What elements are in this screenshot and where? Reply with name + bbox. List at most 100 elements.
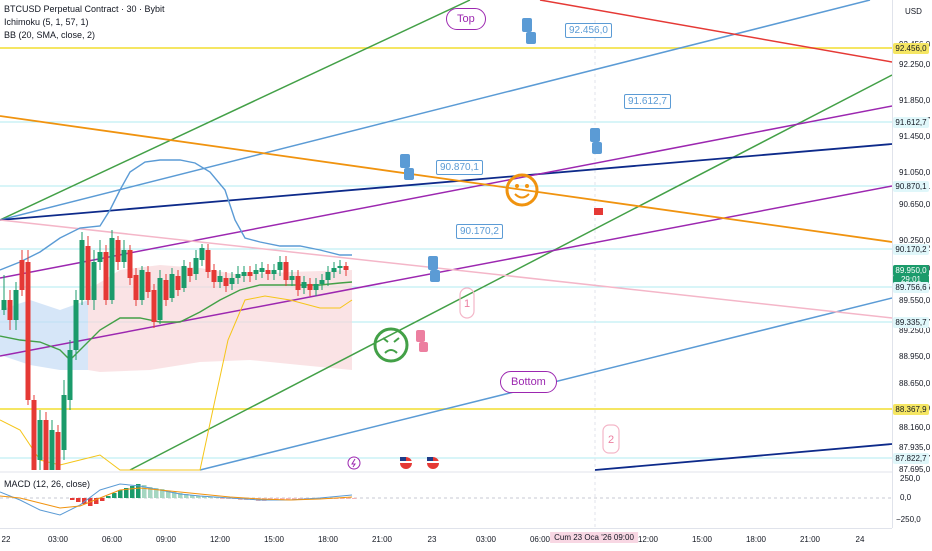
smiley-emoji-icon	[505, 173, 539, 207]
macd-histogram-bar	[142, 485, 147, 498]
macd-histogram-bar	[208, 497, 213, 498]
time-axis-label: Cum 23 Oca '26 09:00	[550, 532, 638, 543]
candle-body	[241, 272, 247, 276]
macd-histogram-bar	[202, 496, 207, 498]
macd-histogram-bar	[184, 494, 189, 498]
candle-body	[103, 252, 109, 300]
symbol-legend[interactable]: BTCUSD Perpetual Contract · 30 · Bybit	[4, 4, 165, 14]
macd-histogram-bar	[148, 487, 153, 498]
price-callout-4[interactable]: 90.170,2	[456, 224, 503, 239]
top-annotation[interactable]: Top	[446, 8, 486, 30]
ichimoku-legend[interactable]: Ichimoku (5, 1, 57, 1)	[4, 17, 89, 27]
main-chart[interactable]: 1 2	[0, 0, 892, 528]
macd-histogram-bar	[352, 498, 357, 499]
time-axis-label: 06:00	[529, 535, 551, 544]
candle-body	[79, 240, 85, 300]
purple-trendline-upper	[0, 105, 892, 279]
price-axis-label: 88.160,0	[899, 423, 931, 432]
candle-body	[307, 284, 313, 290]
time-axis-label: 22	[1, 535, 11, 544]
macd-histogram-bar	[286, 498, 291, 500]
candle-body	[229, 278, 235, 284]
time-axis-label: 18:00	[317, 535, 339, 544]
candle-body	[61, 395, 67, 450]
candle-body	[7, 300, 13, 320]
candle-body	[91, 262, 97, 300]
price-axis-label: 88.950,0	[899, 352, 931, 361]
price-axis-label: 90.250,0	[899, 236, 931, 245]
macd-histogram-bar	[274, 498, 279, 500]
candle-body	[337, 266, 343, 268]
candle-body	[187, 268, 193, 276]
time-axis-label: 09:00	[155, 535, 177, 544]
macd-histogram-bar	[190, 495, 195, 498]
wave-2-marker	[602, 424, 620, 454]
currency-label: USD	[905, 7, 922, 16]
candle-body	[205, 250, 211, 272]
navy-trendline-lower	[594, 443, 892, 471]
bottom-annotation[interactable]: Bottom	[500, 371, 557, 393]
candle-body	[85, 246, 91, 300]
price-axis-label: 89.550,0	[899, 296, 931, 305]
macd-histogram-bar	[220, 498, 225, 499]
countdown-tag: 29:01	[893, 275, 929, 285]
candle-body	[235, 274, 241, 278]
candle-body	[265, 270, 271, 274]
macd-histogram-bar	[166, 491, 171, 498]
candle-body	[259, 268, 265, 272]
green-trendline-upper	[0, 0, 471, 221]
candle-body	[73, 300, 79, 350]
macd-histogram-bar	[346, 498, 351, 499]
macd-legend[interactable]: MACD (12, 26, close)	[4, 479, 91, 489]
candle-body	[145, 272, 151, 292]
time-axis-label: 21:00	[371, 535, 393, 544]
pink-trendline	[0, 219, 892, 319]
candle-body	[199, 248, 205, 260]
wave-2-label: 2	[608, 434, 614, 446]
price-axis-label: 91.850,0	[899, 96, 931, 105]
time-axis[interactable]: 22 03:00 06:00 09:00 12:00 15:00 18:00 21:00 23 0…	[0, 528, 892, 551]
time-axis-label: 24	[855, 535, 865, 544]
candle-body	[193, 258, 199, 274]
price-axis-label: 87.935,0	[899, 443, 931, 452]
macd-histogram-bar	[292, 498, 297, 500]
macd-histogram-bar	[280, 498, 285, 500]
candle-body	[313, 284, 319, 290]
macd-scale-label: 0,0	[900, 493, 912, 502]
pink-hand-pointer-icon	[416, 330, 428, 352]
time-axis-label: 03:00	[475, 535, 497, 544]
time-axis-label: 21:00	[799, 535, 821, 544]
price-callout-1[interactable]: 92.456,0	[565, 23, 612, 38]
level-tag: 89.335,7	[893, 317, 929, 328]
candle-body	[97, 252, 103, 262]
macd-histogram-bar	[172, 492, 177, 498]
macd-histogram-bar	[334, 498, 339, 499]
candle-body	[121, 250, 127, 262]
green-trendline-lower	[129, 74, 892, 471]
candle-body	[169, 274, 175, 298]
candle-body	[55, 432, 61, 470]
bollinger-legend[interactable]: BB (20, SMA, close, 2)	[4, 30, 96, 40]
price-callout-2[interactable]: 91.612,7	[624, 94, 671, 109]
candle-body	[223, 278, 229, 286]
macd-histogram-bar	[112, 493, 117, 498]
candle-body	[1, 300, 7, 310]
candle-body	[289, 276, 295, 280]
level-tag: 90.170,2	[893, 244, 929, 255]
price-axis-label: 87.695,0	[899, 465, 931, 474]
red-trendline	[539, 0, 892, 63]
price-axis-label: 88.650,0	[899, 379, 931, 388]
candle-body	[163, 280, 169, 300]
time-axis-label: 12:00	[637, 535, 659, 544]
time-axis-label: 23	[427, 535, 437, 544]
wave-1-marker	[459, 287, 475, 319]
time-axis-label: 15:00	[263, 535, 285, 544]
macd-histogram-bar	[94, 498, 99, 504]
candle-body	[49, 430, 55, 470]
candle-body	[151, 290, 157, 322]
candle-body	[247, 272, 253, 276]
price-callout-3[interactable]: 90.870,1	[436, 160, 483, 175]
price-scale[interactable]: USD 92.456,0 92.250,0 91.850,0 91.612,7 91.4…	[892, 0, 932, 528]
macd-histogram-bar	[70, 498, 75, 500]
